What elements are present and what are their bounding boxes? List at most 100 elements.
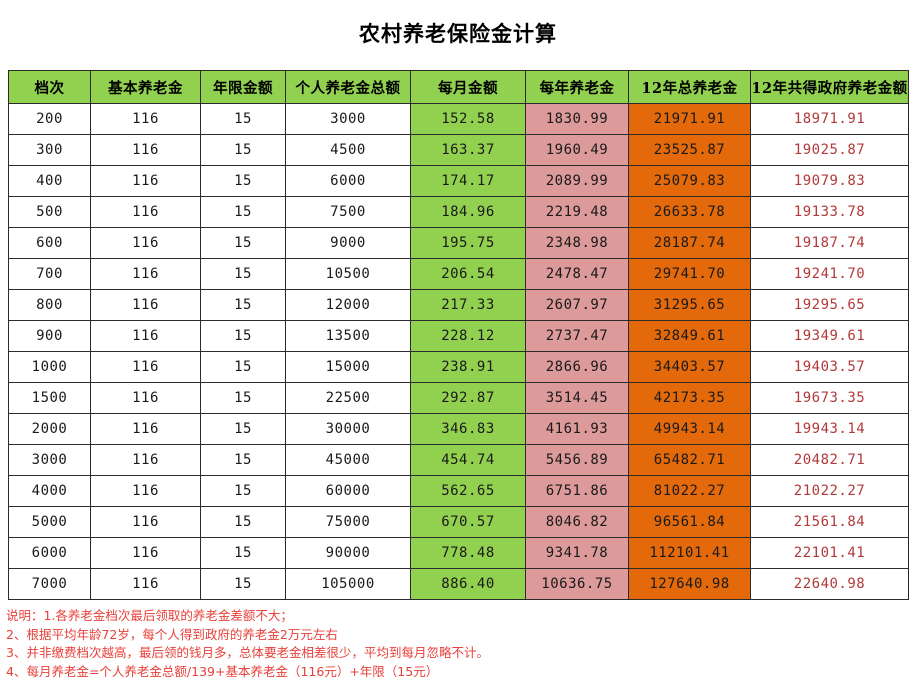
cell-personal-total: 9000	[286, 228, 411, 259]
cell-12y-total: 23525.87	[629, 135, 751, 166]
cell-annual-pension: 1960.49	[526, 135, 629, 166]
cell-annual-pension: 4161.93	[526, 414, 629, 445]
cell-monthly-amount: 174.17	[411, 166, 526, 197]
cell-basic-pension: 116	[91, 476, 201, 507]
cell-12y-total: 65482.71	[629, 445, 751, 476]
cell-term-amount: 15	[201, 445, 286, 476]
cell-term-amount: 15	[201, 290, 286, 321]
cell-12y-total: 49943.14	[629, 414, 751, 445]
cell-personal-total: 30000	[286, 414, 411, 445]
cell-monthly-amount: 163.37	[411, 135, 526, 166]
column-header-annual-pension: 每年养老金	[526, 71, 629, 104]
cell-grade: 5000	[9, 507, 91, 538]
cell-grade: 800	[9, 290, 91, 321]
cell-term-amount: 15	[201, 228, 286, 259]
pension-table: 档次 基本养老金 年限金额 个人养老金总额 每月金额 每年养老金 12年总养老金…	[8, 70, 909, 600]
cell-12y-gov: 19187.74	[751, 228, 909, 259]
pension-table-container: 档次 基本养老金 年限金额 个人养老金总额 每月金额 每年养老金 12年总养老金…	[8, 70, 908, 600]
cell-12y-total: 21971.91	[629, 104, 751, 135]
cell-personal-total: 15000	[286, 352, 411, 383]
cell-term-amount: 15	[201, 383, 286, 414]
cell-grade: 600	[9, 228, 91, 259]
cell-grade: 400	[9, 166, 91, 197]
cell-term-amount: 15	[201, 259, 286, 290]
cell-personal-total: 7500	[286, 197, 411, 228]
cell-personal-total: 10500	[286, 259, 411, 290]
column-header-grade: 档次	[9, 71, 91, 104]
cell-term-amount: 15	[201, 538, 286, 569]
cell-term-amount: 15	[201, 166, 286, 197]
cell-term-amount: 15	[201, 414, 286, 445]
cell-basic-pension: 116	[91, 507, 201, 538]
cell-basic-pension: 116	[91, 445, 201, 476]
cell-12y-total: 32849.61	[629, 321, 751, 352]
cell-grade: 7000	[9, 569, 91, 600]
cell-12y-gov: 19241.70	[751, 259, 909, 290]
cell-annual-pension: 5456.89	[526, 445, 629, 476]
cell-monthly-amount: 346.83	[411, 414, 526, 445]
cell-12y-total: 28187.74	[629, 228, 751, 259]
cell-personal-total: 6000	[286, 166, 411, 197]
cell-grade: 700	[9, 259, 91, 290]
cell-annual-pension: 6751.86	[526, 476, 629, 507]
cell-12y-total: 34403.57	[629, 352, 751, 383]
cell-monthly-amount: 778.48	[411, 538, 526, 569]
cell-basic-pension: 116	[91, 321, 201, 352]
cell-annual-pension: 2737.47	[526, 321, 629, 352]
cell-basic-pension: 116	[91, 414, 201, 445]
cell-basic-pension: 116	[91, 228, 201, 259]
cell-grade: 900	[9, 321, 91, 352]
cell-grade: 2000	[9, 414, 91, 445]
cell-personal-total: 22500	[286, 383, 411, 414]
cell-monthly-amount: 184.96	[411, 197, 526, 228]
cell-annual-pension: 2348.98	[526, 228, 629, 259]
cell-personal-total: 12000	[286, 290, 411, 321]
column-header-personal-total: 个人养老金总额	[286, 71, 411, 104]
column-header-monthly-amount: 每月金额	[411, 71, 526, 104]
cell-grade: 500	[9, 197, 91, 228]
cell-12y-gov: 18971.91	[751, 104, 909, 135]
cell-basic-pension: 116	[91, 290, 201, 321]
cell-basic-pension: 116	[91, 538, 201, 569]
cell-basic-pension: 116	[91, 569, 201, 600]
cell-grade: 4000	[9, 476, 91, 507]
cell-monthly-amount: 238.91	[411, 352, 526, 383]
cell-annual-pension: 10636.75	[526, 569, 629, 600]
cell-personal-total: 45000	[286, 445, 411, 476]
note-line: 2、根据平均年龄72岁，每个人得到政府的养老金2万元左右	[6, 626, 916, 645]
cell-grade: 1500	[9, 383, 91, 414]
cell-basic-pension: 116	[91, 259, 201, 290]
cell-12y-gov: 19349.61	[751, 321, 909, 352]
cell-12y-gov: 19133.78	[751, 197, 909, 228]
cell-monthly-amount: 195.75	[411, 228, 526, 259]
cell-term-amount: 15	[201, 352, 286, 383]
note-line: 3、并非缴费档次越高，最后领的钱月多，总体要老金相差很少，平均到每月忽略不计。	[6, 644, 916, 663]
cell-personal-total: 4500	[286, 135, 411, 166]
cell-personal-total: 60000	[286, 476, 411, 507]
cell-12y-gov: 19403.57	[751, 352, 909, 383]
cell-12y-total: 127640.98	[629, 569, 751, 600]
cell-term-amount: 15	[201, 135, 286, 166]
cell-personal-total: 90000	[286, 538, 411, 569]
cell-12y-gov: 20482.71	[751, 445, 909, 476]
cell-12y-total: 26633.78	[629, 197, 751, 228]
cell-12y-gov: 19673.35	[751, 383, 909, 414]
cell-personal-total: 75000	[286, 507, 411, 538]
cell-monthly-amount: 292.87	[411, 383, 526, 414]
cell-12y-total: 81022.27	[629, 476, 751, 507]
column-header-basic-pension: 基本养老金	[91, 71, 201, 104]
